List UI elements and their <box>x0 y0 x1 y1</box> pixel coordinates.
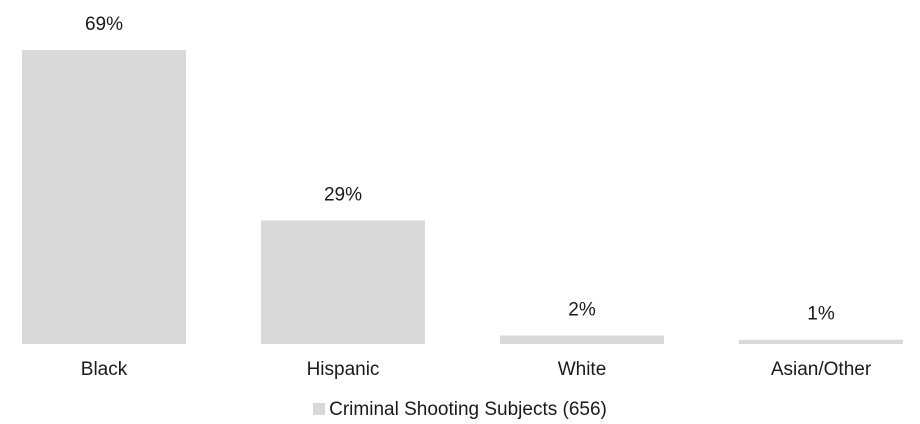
category-label: White <box>558 359 607 380</box>
bar-asian-other <box>739 339 903 344</box>
legend: Criminal Shooting Subjects (656) <box>0 399 920 421</box>
bar-white <box>500 335 664 344</box>
category-label: Hispanic <box>307 359 380 380</box>
bar-hispanic <box>261 220 425 344</box>
data-label: 69% <box>85 14 123 35</box>
legend-swatch <box>313 403 326 415</box>
legend-label: Criminal Shooting Subjects (656) <box>329 399 607 420</box>
data-label: 2% <box>568 299 596 320</box>
category-label: Asian/Other <box>771 359 872 380</box>
category-label: Black <box>81 359 128 380</box>
bar-black <box>22 50 186 344</box>
data-label: 29% <box>324 184 362 205</box>
data-label: 1% <box>807 304 835 325</box>
